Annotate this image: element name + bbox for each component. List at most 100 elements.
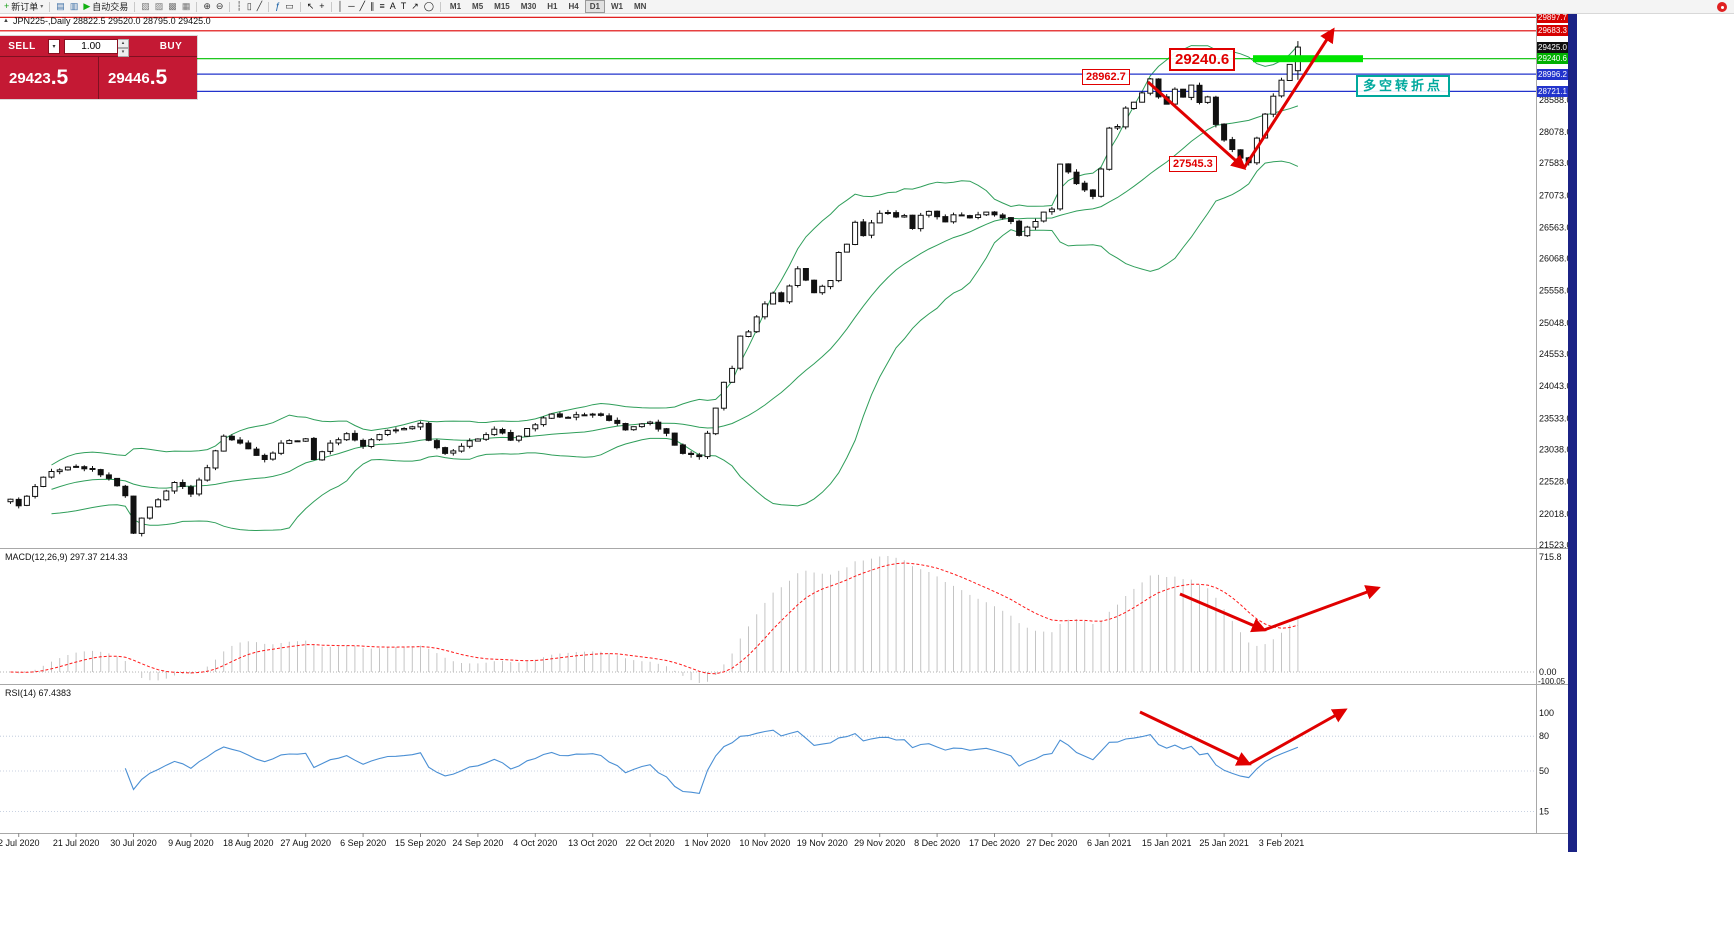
breakout-target-label[interactable]: 29240.6	[1169, 48, 1236, 71]
timeframe-h4-button[interactable]: H4	[568, 2, 579, 11]
date-label: 29 Nov 2020	[854, 838, 905, 848]
new-order-button-label: 新订单	[11, 2, 39, 12]
macd-scale-top: 715.8	[1539, 552, 1562, 562]
autotrade-button[interactable]: ▶ 自动交易	[81, 1, 130, 13]
price-tick-label: 24043.0	[1539, 381, 1568, 391]
cursor-icon[interactable]: ↖	[305, 1, 317, 13]
volume-up-button[interactable]: ▴	[118, 38, 129, 48]
text-icon[interactable]: A	[388, 1, 398, 13]
timeframe-m5-button[interactable]: M5	[472, 2, 484, 11]
trendline-icon: ╱	[359, 1, 365, 11]
timeframe-h1-button[interactable]: H1	[547, 2, 558, 11]
chart-canvas[interactable]: 28588.0 28078.0 27583.0 27073.0 26563.0 26068…	[0, 14, 1568, 852]
order-type-dropdown[interactable]: ▾	[48, 38, 60, 54]
price-tick-label: 25558.0	[1539, 286, 1568, 296]
date-label: 21 Jul 2020	[53, 838, 100, 848]
ohlc-bars-icon[interactable]: ┆	[234, 1, 243, 13]
trend-arrow-rsi-0[interactable]	[1139, 710, 1252, 766]
channel-icon: ∥	[370, 1, 375, 11]
sell-price[interactable]: 29423.5	[0, 57, 98, 99]
zoom-in-icon[interactable]: ⊕	[201, 1, 213, 13]
timeframe-w1-button[interactable]: W1	[610, 2, 623, 11]
channel-icon[interactable]: ∥	[368, 1, 377, 13]
macd-scale-zero: 0.00	[1539, 667, 1557, 677]
toolbar-separator	[134, 1, 136, 12]
label-icon: T	[400, 1, 407, 11]
data-window-icon[interactable]: ▥	[68, 1, 81, 13]
symbol-ohlc-label: JPN225-,Daily 28822.5 29520.0 28795.0 29…	[12, 16, 211, 26]
arrows-tool-icon[interactable]: ↗	[409, 1, 421, 13]
shapes-icon[interactable]: ◯	[422, 1, 436, 13]
sell-button[interactable]: SELL	[8, 40, 36, 52]
line-chart-icon[interactable]: ╱	[255, 1, 264, 13]
fibonacci-icon[interactable]: ≡	[378, 1, 387, 13]
zoom-out-icon[interactable]: ⊖	[214, 1, 226, 13]
trend-arrow-macd-1[interactable]	[1263, 585, 1381, 632]
timeframe-mn-button[interactable]: MN	[633, 2, 647, 11]
trend-arrow-main-0[interactable]	[1146, 80, 1247, 171]
date-label: 10 Nov 2020	[739, 838, 790, 848]
indicators-icon: ƒ	[275, 1, 281, 11]
zoom-out-icon: ⊖	[215, 1, 224, 11]
date-label: 4 Oct 2020	[513, 838, 557, 848]
date-label: 25 Jan 2021	[1199, 838, 1249, 848]
candles-chart-icon[interactable]: ▯	[245, 1, 254, 13]
data-window-icon: ▥	[69, 1, 79, 11]
toolbar-separator	[229, 1, 231, 12]
volume-down-button[interactable]: ▾	[118, 47, 129, 57]
date-label: 6 Sep 2020	[340, 838, 386, 848]
price-axis-box-29683.3: 29683.3	[1537, 25, 1568, 37]
zoom-in-icon: ⊕	[203, 1, 211, 11]
buy-button[interactable]: BUY	[159, 40, 183, 52]
market-watch-icon[interactable]: ▤	[54, 1, 67, 13]
date-label: 30 Jul 2020	[110, 838, 157, 848]
label-icon[interactable]: T	[399, 1, 409, 13]
turning-point-label[interactable]: 多空转折点	[1356, 75, 1451, 97]
price-tick-label: 28588.0	[1539, 95, 1568, 105]
bollinger-middle-line	[51, 105, 1299, 490]
strategy-tester-icon: ▩	[168, 1, 177, 11]
crosshair-icon[interactable]: +	[317, 1, 326, 13]
trend-arrow-main-1[interactable]	[1242, 27, 1335, 169]
vertical-line-icon[interactable]: │	[336, 1, 346, 13]
timeframe-m30-button[interactable]: M30	[520, 2, 537, 11]
timeframe-m1-button[interactable]: M1	[449, 2, 462, 11]
market-watch-icon: ▤	[56, 1, 65, 11]
macd-histogram	[18, 556, 1299, 683]
toolbar-separator	[49, 1, 51, 12]
swing-high-label[interactable]: 28962.7	[1082, 69, 1130, 85]
one-click-trading-panel: SELL ▾ ▴ ▾ BUY 29423.5 29446.5	[0, 36, 197, 99]
new-order-button[interactable]: + 新订单 ▾	[2, 1, 45, 13]
date-label: 6 Jan 2021	[1087, 838, 1132, 848]
timeframe-m15-button[interactable]: M15	[494, 2, 510, 11]
candles-chart-icon: ▯	[246, 1, 252, 11]
volume-input[interactable]	[64, 38, 118, 54]
strategy-tester-icon[interactable]: ▩	[166, 1, 179, 13]
new-chart-icon[interactable]: ▦	[180, 1, 193, 13]
line-chart-icon: ╱	[256, 1, 263, 11]
breakout-highlight-bar[interactable]	[1253, 55, 1363, 63]
timeframe-d1-button[interactable]: D1	[584, 0, 605, 13]
price-axis-box-28721.1: 28721.1	[1537, 85, 1568, 97]
swing-low-label[interactable]: 27545.3	[1169, 156, 1217, 172]
trend-arrow-macd-0[interactable]	[1179, 592, 1267, 633]
templates-icon[interactable]: ▭	[283, 1, 296, 13]
buy-price[interactable]: 29446.5	[98, 57, 197, 99]
price-tick-label: 22528.0	[1539, 477, 1568, 487]
cursor-icon: ↖	[306, 1, 315, 11]
navigator-icon[interactable]: ▧	[139, 1, 152, 13]
shapes-icon: ◯	[423, 1, 434, 11]
date-label: 27 Aug 2020	[280, 838, 331, 848]
chart-expand-icon[interactable]: ▲	[3, 18, 9, 24]
price-tick-label: 26563.0	[1539, 222, 1568, 232]
autotrade-icon: ▶	[83, 1, 91, 11]
notification-icon[interactable]	[1717, 2, 1727, 12]
trend-arrow-rsi-1[interactable]	[1248, 708, 1348, 766]
indicators-icon[interactable]: ƒ	[273, 1, 282, 13]
price-tick-label: 23038.0	[1539, 445, 1568, 455]
ohlc-bars-icon: ┆	[236, 1, 242, 11]
terminal-icon[interactable]: ▨	[153, 1, 166, 13]
trendline-icon[interactable]: ╱	[358, 1, 367, 13]
horizontal-line-icon[interactable]: ─	[346, 1, 356, 13]
vertical-scrollbar[interactable]	[1568, 14, 1577, 852]
